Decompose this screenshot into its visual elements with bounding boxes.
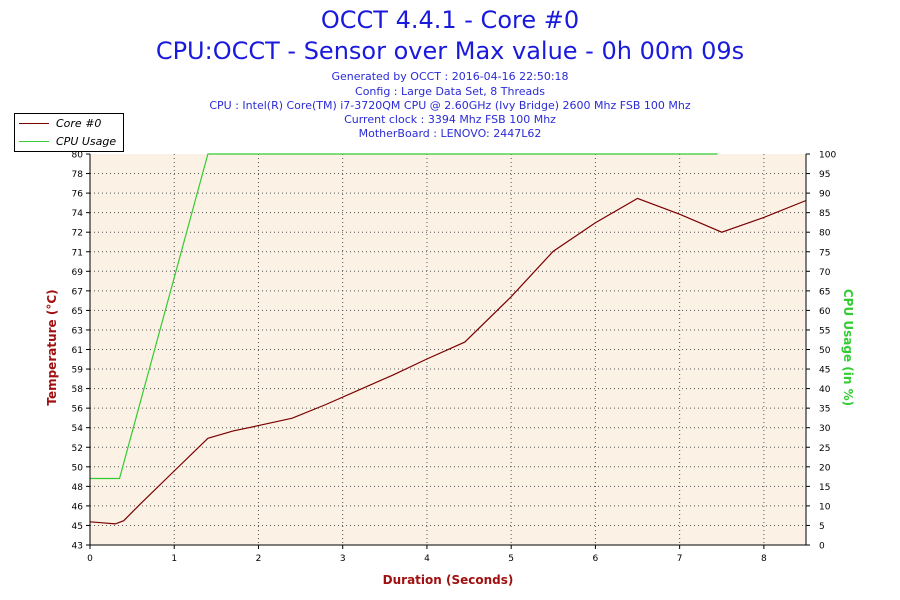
y-right-tick-label: 65 [819,287,830,297]
x-tick-label: 3 [340,554,346,564]
y-left-tick-label: 58 [72,385,84,395]
y-right-tick-label: 100 [819,151,836,161]
y-left-tick-label: 48 [72,483,84,493]
y-right-tick-label: 35 [819,405,830,415]
x-tick-label: 6 [593,554,599,564]
grid-lines [90,154,806,545]
y-right-tick-label: 95 [819,170,830,180]
y-left-tick-label: 56 [72,405,84,415]
y-right-tick-label: 5 [819,522,825,532]
legend-label-cpu-usage: CPU Usage [56,135,117,148]
y-left-tick-label: 69 [72,268,84,278]
info-generated: Generated by OCCT : 2016-04-16 22:50:18 [331,70,569,83]
y-right-tick-label: 55 [819,326,830,336]
y-right-tick-label: 20 [819,463,831,473]
y-right-tick-label: 40 [819,385,831,395]
y-left-tick-label: 43 [72,542,83,552]
x-tick-label: 0 [87,554,93,564]
x-tick-label: 7 [677,554,683,564]
y-left-tick-label: 63 [72,326,83,336]
y-left-tick-label: 65 [72,307,83,317]
series-line-cpu-usage [90,153,718,480]
x-tick-label: 1 [171,554,177,564]
info-clock: Current clock : 3394 Mhz FSB 100 Mhz [344,113,556,126]
y-left-tick-label: 54 [72,424,84,434]
chart-title: OCCT 4.4.1 - Core #0 [320,6,580,34]
y-left-tick-label: 78 [72,170,84,180]
y-left-tick-label: 76 [72,190,84,200]
series-line-core-0 [89,197,807,525]
y-right-tick-label: 90 [819,190,831,200]
info-cpu: CPU : Intel(R) Core(TM) i7-3720QM CPU @ … [209,99,691,112]
x-tick-label: 4 [424,554,430,564]
y-left-tick-label: 80 [72,151,84,161]
x-axis-label: Duration (Seconds) [383,573,514,587]
info-config: Config : Large Data Set, 8 Threads [355,85,545,98]
y-right-tick-label: 50 [819,346,831,356]
axes: 4345464850525456585961636567697172747678… [72,151,837,565]
legend-swatch-cpu-usage [19,141,49,142]
y-axis-label-left: Temperature (°C) [45,289,59,405]
y-right-tick-label: 70 [819,268,831,278]
y-axis-label-right: CPU Usage (in %) [841,289,855,406]
x-tick-label: 5 [508,554,514,564]
y-right-tick-label: 25 [819,444,830,454]
y-left-tick-label: 52 [72,444,83,454]
x-tick-label: 2 [256,554,262,564]
y-right-tick-label: 60 [819,307,831,317]
legend-item-core0: Core #0 [15,115,123,132]
y-left-tick-label: 50 [72,463,84,473]
legend-label-core0: Core #0 [56,117,102,130]
x-tick-label: 8 [761,554,767,564]
series-layer [89,153,807,525]
y-right-tick-label: 45 [819,366,830,376]
y-left-tick-label: 74 [72,209,84,219]
y-left-tick-label: 72 [72,229,83,239]
y-left-tick-label: 67 [72,287,83,297]
chart-subtitle: CPU:OCCT - Sensor over Max value - 0h 00… [155,37,745,65]
y-right-tick-label: 15 [819,483,830,493]
legend-item-cpu-usage: CPU Usage [15,133,123,150]
chart-legend: Core #0 CPU Usage [14,113,124,152]
y-left-tick-label: 61 [72,346,83,356]
y-right-tick-label: 85 [819,209,830,219]
y-right-tick-label: 80 [819,229,831,239]
y-left-tick-label: 59 [72,366,84,376]
y-left-tick-label: 71 [72,248,83,258]
y-right-tick-label: 75 [819,248,830,258]
info-motherboard: MotherBoard : LENOVO: 2447L62 [358,127,542,140]
y-right-tick-label: 0 [819,542,825,552]
y-left-tick-label: 45 [72,522,83,532]
legend-swatch-core0 [19,123,49,124]
y-right-tick-label: 30 [819,424,831,434]
y-left-tick-label: 46 [72,502,84,512]
y-right-tick-label: 10 [819,502,831,512]
